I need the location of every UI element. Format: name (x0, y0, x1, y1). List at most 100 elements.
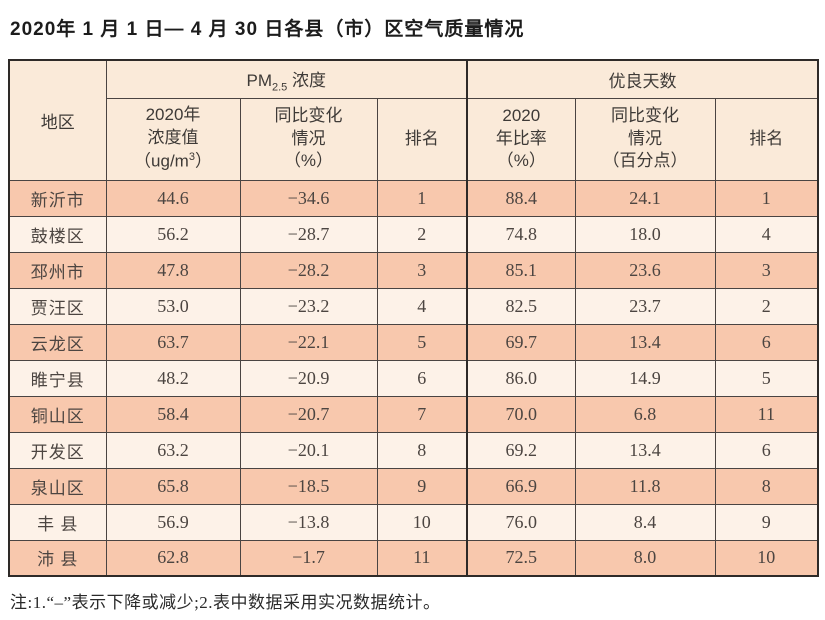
table-row: 鼓楼区 56.2 −28.7 2 74.8 18.0 4 (8, 215, 819, 253)
good-ratio-cell: 85.1 (466, 251, 576, 289)
good-rank-cell: 5 (714, 359, 819, 397)
table-row: 沛 县 62.8 −1.7 11 72.5 8.0 10 (8, 539, 819, 577)
pm-change-cell: −34.6 (239, 179, 378, 217)
air-quality-table: 地区 PM2.5 浓度 优良天数 2020年 浓度值 （ug/m3） 同比变化 … (8, 59, 820, 577)
pm-rank-cell: 5 (376, 323, 469, 361)
region-cell: 铜山区 (8, 395, 107, 433)
pm-label-suffix: 浓度 (287, 70, 327, 90)
header-conc-line2: 浓度值 (147, 128, 199, 148)
pm-value-cell: 63.2 (105, 431, 241, 469)
pm-value-cell: 48.2 (105, 359, 241, 397)
pm-change-cell: −20.9 (239, 359, 378, 397)
pm-value-cell: 47.8 (105, 251, 241, 289)
good-change-cell: 13.4 (574, 431, 716, 469)
table-header: 地区 PM2.5 浓度 优良天数 2020年 浓度值 （ug/m3） 同比变化 … (8, 59, 819, 181)
pm-change-cell: −1.7 (239, 539, 378, 577)
pm-value-cell: 63.7 (105, 323, 241, 361)
header-pm-concentration: 2020年 浓度值 （ug/m3） (105, 97, 241, 181)
good-change-cell: 23.7 (574, 287, 716, 325)
good-ratio-cell: 69.7 (466, 323, 576, 361)
region-cell: 泉山区 (8, 467, 107, 505)
pm-rank-cell: 4 (376, 287, 469, 325)
region-cell: 丰 县 (8, 503, 107, 541)
good-rank-cell: 6 (714, 323, 819, 361)
header-group-pm25: PM2.5 浓度 (105, 59, 469, 99)
pm-rank-cell: 9 (376, 467, 469, 505)
good-change-cell: 18.0 (574, 215, 716, 253)
region-cell: 新沂市 (8, 179, 107, 217)
pm-value-cell: 53.0 (105, 287, 241, 325)
pm-change-cell: −20.1 (239, 431, 378, 469)
header-pm-change: 同比变化 情况 （%） (239, 97, 378, 181)
region-cell: 云龙区 (8, 323, 107, 361)
table-row: 云龙区 63.7 −22.1 5 69.7 13.4 6 (8, 323, 819, 361)
good-ratio-cell: 88.4 (466, 179, 576, 217)
region-cell: 邳州市 (8, 251, 107, 289)
pm-change-cell: −22.1 (239, 323, 378, 361)
good-rank-cell: 9 (714, 503, 819, 541)
pm-value-cell: 56.2 (105, 215, 241, 253)
page-title: 2020年 1 月 1 日— 4 月 30 日各县（市）区空气质量情况 (10, 19, 525, 40)
good-rank-cell: 6 (714, 431, 819, 469)
table-row: 开发区 63.2 −20.1 8 69.2 13.4 6 (8, 431, 819, 469)
good-ratio-cell: 72.5 (466, 539, 576, 577)
pm-label: PM (246, 70, 273, 90)
region-cell: 鼓楼区 (8, 215, 107, 253)
header-good-change: 同比变化 情况 （百分点） (574, 97, 716, 181)
good-rank-cell: 11 (714, 395, 819, 433)
table-row: 睢宁县 48.2 −20.9 6 86.0 14.9 5 (8, 359, 819, 397)
pm-value-cell: 65.8 (105, 467, 241, 505)
good-rank-cell: 1 (714, 179, 819, 217)
header-region: 地区 (8, 59, 107, 181)
table-row: 贾汪区 53.0 −23.2 4 82.5 23.7 2 (8, 287, 819, 325)
good-change-cell: 8.0 (574, 539, 716, 577)
header-conc-unit: （ug/m3） (134, 151, 212, 171)
good-ratio-cell: 86.0 (466, 359, 576, 397)
good-change-cell: 13.4 (574, 323, 716, 361)
pm-rank-cell: 1 (376, 179, 469, 217)
header-conc-line1: 2020年 (145, 105, 201, 125)
pm-change-cell: −23.2 (239, 287, 378, 325)
pm-value-cell: 44.6 (105, 179, 241, 217)
region-cell: 睢宁县 (8, 359, 107, 397)
region-cell: 贾汪区 (8, 287, 107, 325)
pm-change-cell: −20.7 (239, 395, 378, 433)
good-rank-cell: 8 (714, 467, 819, 505)
header-good-ratio: 2020 年比率 （%） (466, 97, 576, 181)
pm-value-cell: 56.9 (105, 503, 241, 541)
pm-subscript: 2.5 (272, 80, 288, 93)
pm-rank-cell: 7 (376, 395, 469, 433)
region-cell: 沛 县 (8, 539, 107, 577)
pm-change-cell: −13.8 (239, 503, 378, 541)
pm-value-cell: 58.4 (105, 395, 241, 433)
pm-value-cell: 62.8 (105, 539, 241, 577)
good-rank-cell: 2 (714, 287, 819, 325)
good-ratio-cell: 66.9 (466, 467, 576, 505)
header-good-rank: 排名 (714, 97, 819, 181)
pm-change-cell: −28.2 (239, 251, 378, 289)
good-change-cell: 6.8 (574, 395, 716, 433)
good-rank-cell: 10 (714, 539, 819, 577)
pm-rank-cell: 10 (376, 503, 469, 541)
pm-change-cell: −28.7 (239, 215, 378, 253)
pm-rank-cell: 11 (376, 539, 469, 577)
region-cell: 开发区 (8, 431, 107, 469)
table-row: 新沂市 44.6 −34.6 1 88.4 24.1 1 (8, 179, 819, 217)
table-row: 泉山区 65.8 −18.5 9 66.9 11.8 8 (8, 467, 819, 505)
table-row: 邳州市 47.8 −28.2 3 85.1 23.6 3 (8, 251, 819, 289)
good-change-cell: 8.4 (574, 503, 716, 541)
good-change-cell: 24.1 (574, 179, 716, 217)
good-change-cell: 11.8 (574, 467, 716, 505)
pm-change-cell: −18.5 (239, 467, 378, 505)
pm-rank-cell: 3 (376, 251, 469, 289)
footnote: 注:1.“–”表示下降或减少;2.表中数据采用实况数据统计。 (10, 593, 441, 612)
header-group-good-days: 优良天数 (466, 59, 819, 99)
good-ratio-cell: 82.5 (466, 287, 576, 325)
table-body: 新沂市 44.6 −34.6 1 88.4 24.1 1 鼓楼区 56.2 −2… (8, 179, 819, 577)
good-ratio-cell: 76.0 (466, 503, 576, 541)
good-ratio-cell: 74.8 (466, 215, 576, 253)
pm-rank-cell: 6 (376, 359, 469, 397)
pm-rank-cell: 2 (376, 215, 469, 253)
good-rank-cell: 3 (714, 251, 819, 289)
